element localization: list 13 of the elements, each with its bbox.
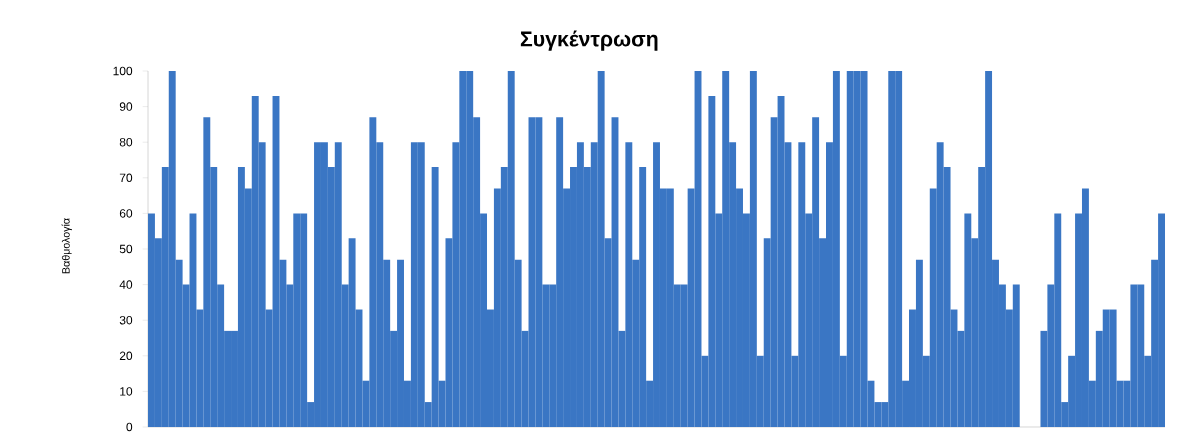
y-tick-label: 50	[119, 244, 133, 254]
y-tick-label: 60	[119, 209, 133, 218]
y-tick-label: 100	[113, 66, 133, 76]
y-tick-label: 80	[119, 138, 133, 147]
y-tick-label: 90	[119, 102, 133, 112]
y-tick-label: 10	[120, 387, 133, 396]
y-tick-label: 30	[119, 316, 133, 325]
y-tick-label: 40	[119, 280, 133, 290]
y-tick-label: 70	[119, 173, 133, 183]
y-tick-label: 0	[126, 422, 133, 432]
y-tick-label: 20	[119, 351, 133, 361]
y-axis-title: Βαθμολογία	[61, 218, 72, 274]
chart-title: Συγκέντρωση	[520, 30, 658, 51]
